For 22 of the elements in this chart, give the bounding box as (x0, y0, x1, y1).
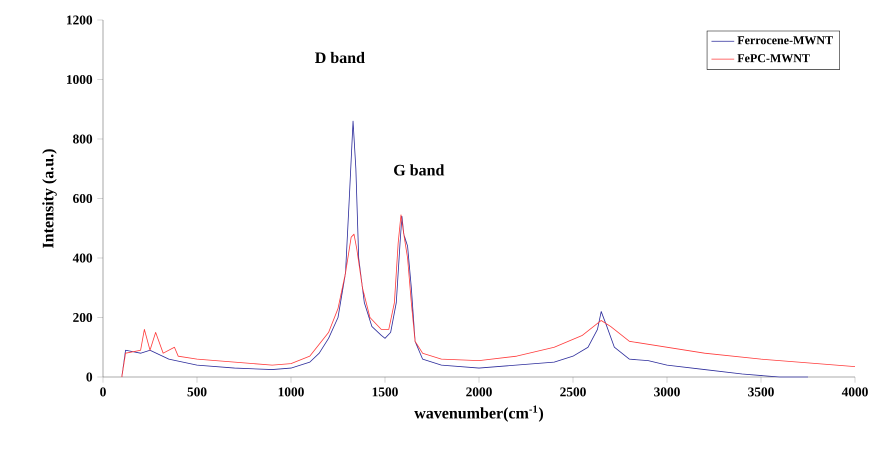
y-tick-label: 0 (86, 372, 92, 382)
y-axis-title: Intensity (a.u.) (42, 149, 57, 248)
x-axis-title: wavenumber(cm$^{-1}$) (414, 406, 544, 422)
legend-label: FePC-MWNT (737, 54, 810, 62)
x-tick-label: 3000 (654, 387, 680, 396)
x-tick-label: 0 (100, 387, 106, 396)
y-tick-label: 800 (73, 134, 92, 144)
y-tick-label: 200 (73, 313, 92, 322)
annotation: D band (315, 52, 365, 64)
legend-label: Ferrocene-MWNT (737, 36, 833, 44)
y-tick-label: 1000 (67, 75, 92, 84)
x-tick-label: 1000 (278, 387, 304, 396)
x-tick-label: 2000 (466, 387, 492, 396)
x-tick-label: 500 (188, 387, 207, 396)
annotation: G band (394, 164, 444, 176)
x-tick-label: 1500 (372, 387, 398, 396)
y-tick-label: 400 (72, 254, 92, 262)
y-tick-label: 600 (73, 194, 92, 203)
x-tick-label: 2500 (560, 387, 586, 396)
x-tick-label: 3500 (748, 387, 774, 396)
y-tick-label: 1200 (67, 16, 92, 24)
x-tick-label: 4000 (842, 387, 868, 396)
